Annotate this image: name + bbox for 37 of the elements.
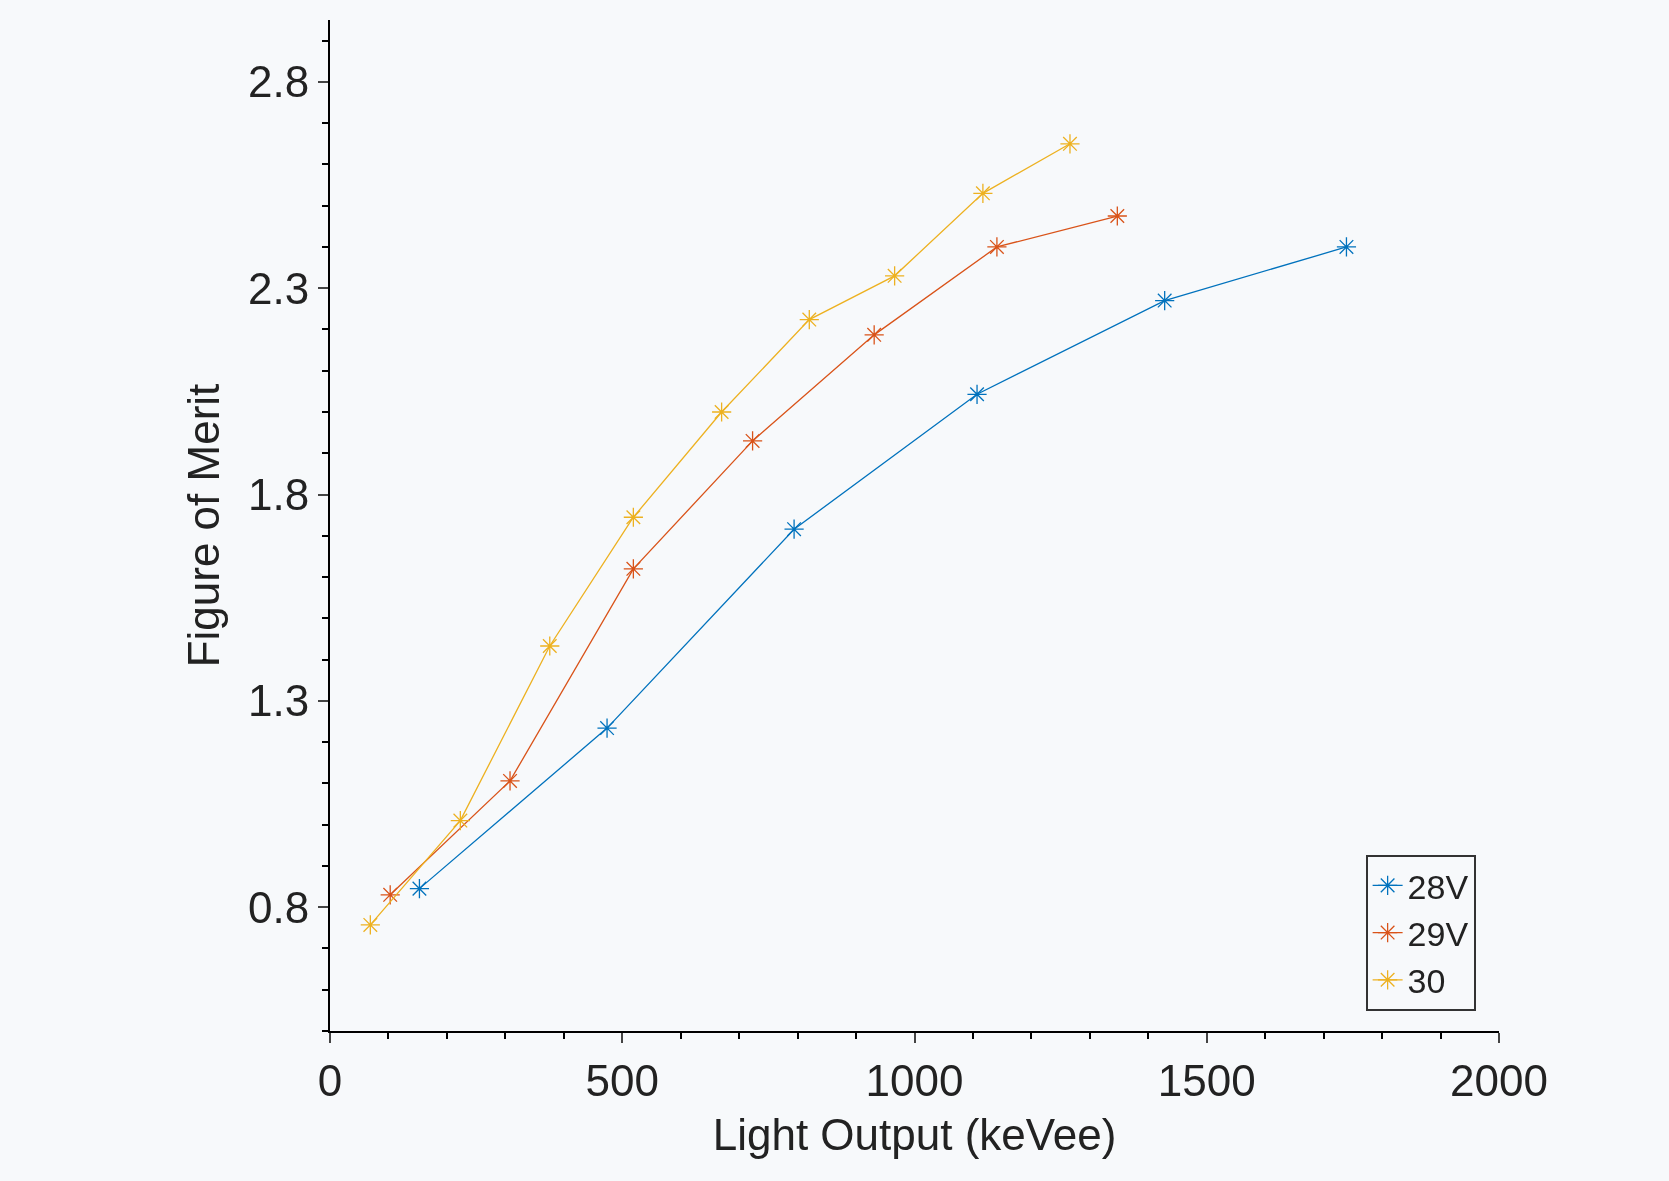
point bbox=[1336, 236, 1357, 258]
y-tick-label: 2.8 bbox=[248, 57, 310, 107]
y-tick-label: 1.8 bbox=[248, 469, 310, 519]
point bbox=[1107, 205, 1128, 227]
point bbox=[379, 884, 401, 906]
legend-label: 28V bbox=[1407, 867, 1469, 906]
point bbox=[863, 324, 885, 346]
point bbox=[986, 236, 1008, 258]
point bbox=[966, 384, 988, 405]
legend-label: 29V bbox=[1407, 914, 1469, 953]
x-tick-label: 2000 bbox=[1450, 1055, 1548, 1105]
x-axis-title: Light Output (keVee) bbox=[712, 1109, 1117, 1159]
y-tick-label: 2.3 bbox=[248, 263, 310, 313]
point bbox=[742, 430, 763, 452]
legend-label: 30 bbox=[1407, 962, 1446, 1001]
point bbox=[499, 770, 521, 792]
point bbox=[623, 507, 644, 528]
point bbox=[884, 265, 905, 287]
y-tick-label: 1.3 bbox=[248, 676, 310, 726]
x-tick-label: 0 bbox=[317, 1055, 343, 1105]
x-tick-label: 1500 bbox=[1157, 1055, 1256, 1105]
y-axis-title: Figure of Merit bbox=[178, 383, 228, 668]
point bbox=[1154, 290, 1175, 311]
point bbox=[972, 183, 994, 204]
point bbox=[539, 635, 561, 657]
point bbox=[450, 810, 471, 831]
point bbox=[596, 717, 618, 739]
point bbox=[799, 309, 820, 330]
point bbox=[1059, 133, 1081, 155]
point bbox=[783, 518, 805, 540]
x-tick-label: 500 bbox=[585, 1055, 659, 1105]
y-tick-label: 0.8 bbox=[248, 882, 310, 932]
point bbox=[623, 558, 644, 580]
point bbox=[360, 914, 381, 936]
x-tick-label: 1000 bbox=[865, 1055, 964, 1105]
point bbox=[711, 401, 732, 423]
point bbox=[409, 878, 430, 899]
